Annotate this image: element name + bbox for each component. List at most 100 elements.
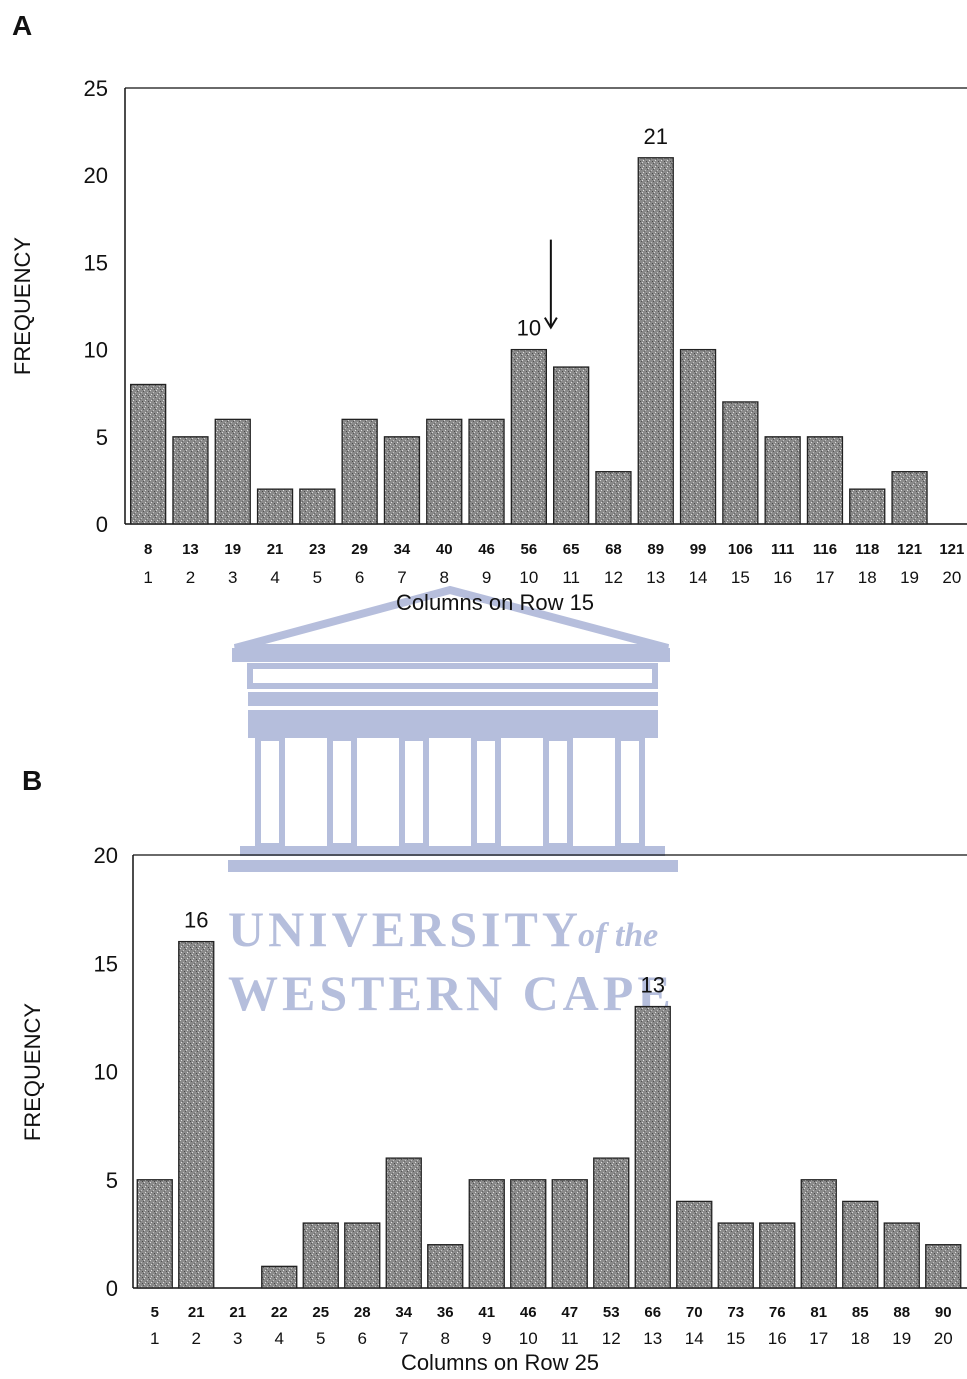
watermark-line1-suffix: of the [578, 917, 658, 954]
x-category-label: 18 [851, 1329, 870, 1348]
y-axis-title: FREQUENCY [10, 237, 35, 375]
bar [925, 1244, 962, 1289]
bar [842, 1200, 879, 1289]
y-tick-label: 10 [84, 338, 108, 363]
bar [427, 1244, 464, 1289]
bar [385, 1157, 422, 1289]
bar [764, 436, 801, 525]
x-category-label: 8 [441, 1329, 450, 1348]
x-category-label: 10 [519, 568, 538, 587]
x-category-label: 10 [519, 1329, 538, 1348]
x-column-label: 90 [935, 1304, 952, 1321]
x-column-label: 88 [893, 1304, 910, 1321]
bar [595, 471, 632, 525]
x-category-label: 14 [685, 1329, 704, 1348]
x-column-label: 25 [312, 1304, 329, 1321]
x-column-label: 13 [182, 541, 199, 558]
x-column-label: 46 [520, 1304, 537, 1321]
x-column-label: 106 [728, 541, 753, 558]
x-category-label: 4 [275, 1329, 284, 1348]
bar [468, 1179, 505, 1289]
x-column-label: 19 [224, 541, 241, 558]
bar [256, 488, 294, 525]
bar [426, 418, 463, 525]
y-tick-label: 20 [94, 843, 118, 868]
x-column-label: 73 [727, 1304, 744, 1321]
x-column-label: 40 [436, 541, 453, 558]
x-column-label: 29 [351, 541, 368, 558]
y-tick-label: 0 [106, 1276, 118, 1301]
x-column-label: 21 [188, 1304, 205, 1321]
bar [261, 1265, 298, 1289]
bar [634, 1005, 671, 1289]
x-column-label: 66 [644, 1304, 661, 1321]
x-category-label: 4 [270, 568, 279, 587]
bar [178, 940, 215, 1289]
x-column-label: 85 [852, 1304, 869, 1321]
x-axis-title: Columns on Row 25 [401, 1350, 599, 1375]
y-tick-label: 10 [94, 1060, 118, 1085]
bar [891, 471, 928, 525]
x-column-label: 68 [605, 541, 622, 558]
chart-a: 0510152025FREQUENCY811321932142352963474… [10, 76, 967, 615]
x-column-label: 118 [855, 541, 879, 558]
x-category-label: 7 [399, 1329, 408, 1348]
bar [468, 418, 505, 525]
x-column-label: 41 [478, 1304, 495, 1321]
bar [679, 348, 717, 525]
bar [800, 1179, 837, 1289]
bar-value-annotation: 21 [644, 124, 668, 149]
x-category-label: 1 [143, 568, 152, 587]
bar [129, 383, 167, 525]
bar [302, 1222, 339, 1289]
bar [722, 401, 759, 525]
x-category-label: 12 [602, 1329, 621, 1348]
x-column-label: 70 [686, 1304, 703, 1321]
bar [883, 1222, 920, 1289]
x-column-label: 28 [354, 1304, 371, 1321]
bar [676, 1200, 713, 1289]
x-category-label: 9 [482, 1329, 491, 1348]
y-tick-label: 5 [96, 425, 108, 450]
y-tick-label: 5 [106, 1168, 118, 1193]
bar [593, 1157, 630, 1289]
x-category-label: 17 [809, 1329, 828, 1348]
x-column-label: 81 [810, 1304, 827, 1321]
x-column-label: 21 [267, 541, 284, 558]
x-column-label: 121 [897, 541, 922, 558]
x-column-label: 23 [309, 541, 326, 558]
y-tick-label: 0 [96, 512, 108, 537]
watermark-logo [228, 585, 678, 872]
x-column-label: 34 [394, 541, 411, 558]
watermark-line2: WESTERN CAPE [228, 965, 675, 1021]
x-column-label: 36 [437, 1304, 454, 1321]
x-column-label: 53 [603, 1304, 620, 1321]
x-column-label: 22 [271, 1304, 288, 1321]
x-column-label: 46 [478, 541, 495, 558]
x-category-label: 20 [942, 568, 961, 587]
x-category-label: 15 [726, 1329, 745, 1348]
x-category-label: 16 [773, 568, 792, 587]
x-category-label: 16 [768, 1329, 787, 1348]
x-category-label: 9 [482, 568, 491, 587]
bar [806, 436, 844, 525]
y-tick-label: 15 [84, 250, 108, 275]
x-category-label: 13 [646, 568, 665, 587]
x-column-label: 47 [561, 1304, 578, 1321]
watermark-line1: UNIVERSITY [228, 901, 582, 957]
y-tick-label: 25 [84, 76, 108, 101]
bar [136, 1179, 173, 1289]
arrow-head-icon [543, 317, 558, 330]
x-category-label: 6 [358, 1329, 367, 1348]
x-column-label: 99 [690, 541, 707, 558]
x-category-label: 3 [233, 1329, 242, 1348]
x-category-label: 17 [815, 568, 834, 587]
x-category-label: 18 [858, 568, 877, 587]
bar [383, 436, 421, 525]
bar [299, 488, 336, 525]
x-column-label: 8 [144, 541, 152, 558]
bar-value-annotation: 10 [517, 316, 541, 341]
bar [172, 436, 209, 525]
x-category-label: 13 [643, 1329, 662, 1348]
x-column-label: 89 [647, 541, 664, 558]
